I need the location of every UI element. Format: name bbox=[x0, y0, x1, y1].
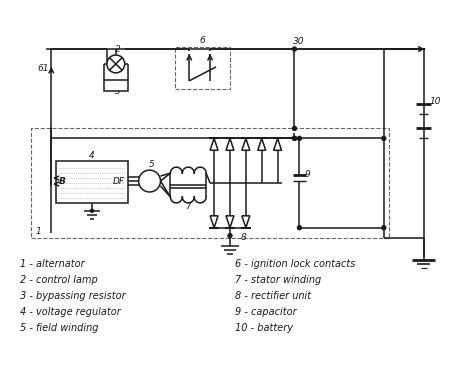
Text: 30: 30 bbox=[292, 37, 304, 46]
Text: 5 - field winding: 5 - field winding bbox=[19, 323, 98, 333]
Text: 4: 4 bbox=[89, 151, 95, 160]
Text: 5: 5 bbox=[148, 160, 154, 169]
Circle shape bbox=[107, 55, 125, 73]
Text: 7 - stator winding: 7 - stator winding bbox=[235, 275, 321, 285]
Text: 3: 3 bbox=[115, 87, 121, 96]
Text: 6 - ignition lock contacts: 6 - ignition lock contacts bbox=[235, 259, 356, 270]
Circle shape bbox=[292, 127, 297, 130]
Text: 1: 1 bbox=[36, 227, 41, 235]
Circle shape bbox=[297, 226, 302, 230]
Bar bbox=[104, 80, 128, 91]
Circle shape bbox=[382, 226, 386, 230]
Text: 8 - rectifier unit: 8 - rectifier unit bbox=[235, 291, 311, 301]
Text: 8: 8 bbox=[241, 232, 247, 242]
Text: 10: 10 bbox=[429, 97, 441, 105]
Text: 9 - capacitor: 9 - capacitor bbox=[235, 307, 297, 317]
Text: 7: 7 bbox=[185, 202, 191, 211]
Circle shape bbox=[90, 209, 94, 212]
Text: DF: DF bbox=[113, 177, 125, 186]
Text: 9: 9 bbox=[304, 170, 310, 179]
Text: 4 - voltage regulator: 4 - voltage regulator bbox=[19, 307, 120, 317]
Circle shape bbox=[292, 136, 297, 140]
Bar bbox=[176, 47, 230, 89]
Text: 3 - bypassing resistor: 3 - bypassing resistor bbox=[19, 291, 125, 301]
Text: 61: 61 bbox=[37, 64, 49, 73]
Circle shape bbox=[228, 234, 232, 238]
Text: 6: 6 bbox=[199, 36, 205, 45]
Circle shape bbox=[297, 136, 302, 140]
Bar bbox=[32, 129, 389, 238]
Text: 2 - control lamp: 2 - control lamp bbox=[19, 275, 97, 285]
Circle shape bbox=[292, 136, 297, 140]
Text: 1 - alternator: 1 - alternator bbox=[19, 259, 84, 270]
Text: B: B bbox=[59, 177, 66, 186]
Bar bbox=[56, 161, 128, 203]
Circle shape bbox=[292, 47, 297, 51]
Circle shape bbox=[139, 170, 161, 192]
Circle shape bbox=[382, 136, 386, 140]
Text: 2: 2 bbox=[115, 45, 121, 54]
Text: 10 - battery: 10 - battery bbox=[235, 323, 293, 333]
